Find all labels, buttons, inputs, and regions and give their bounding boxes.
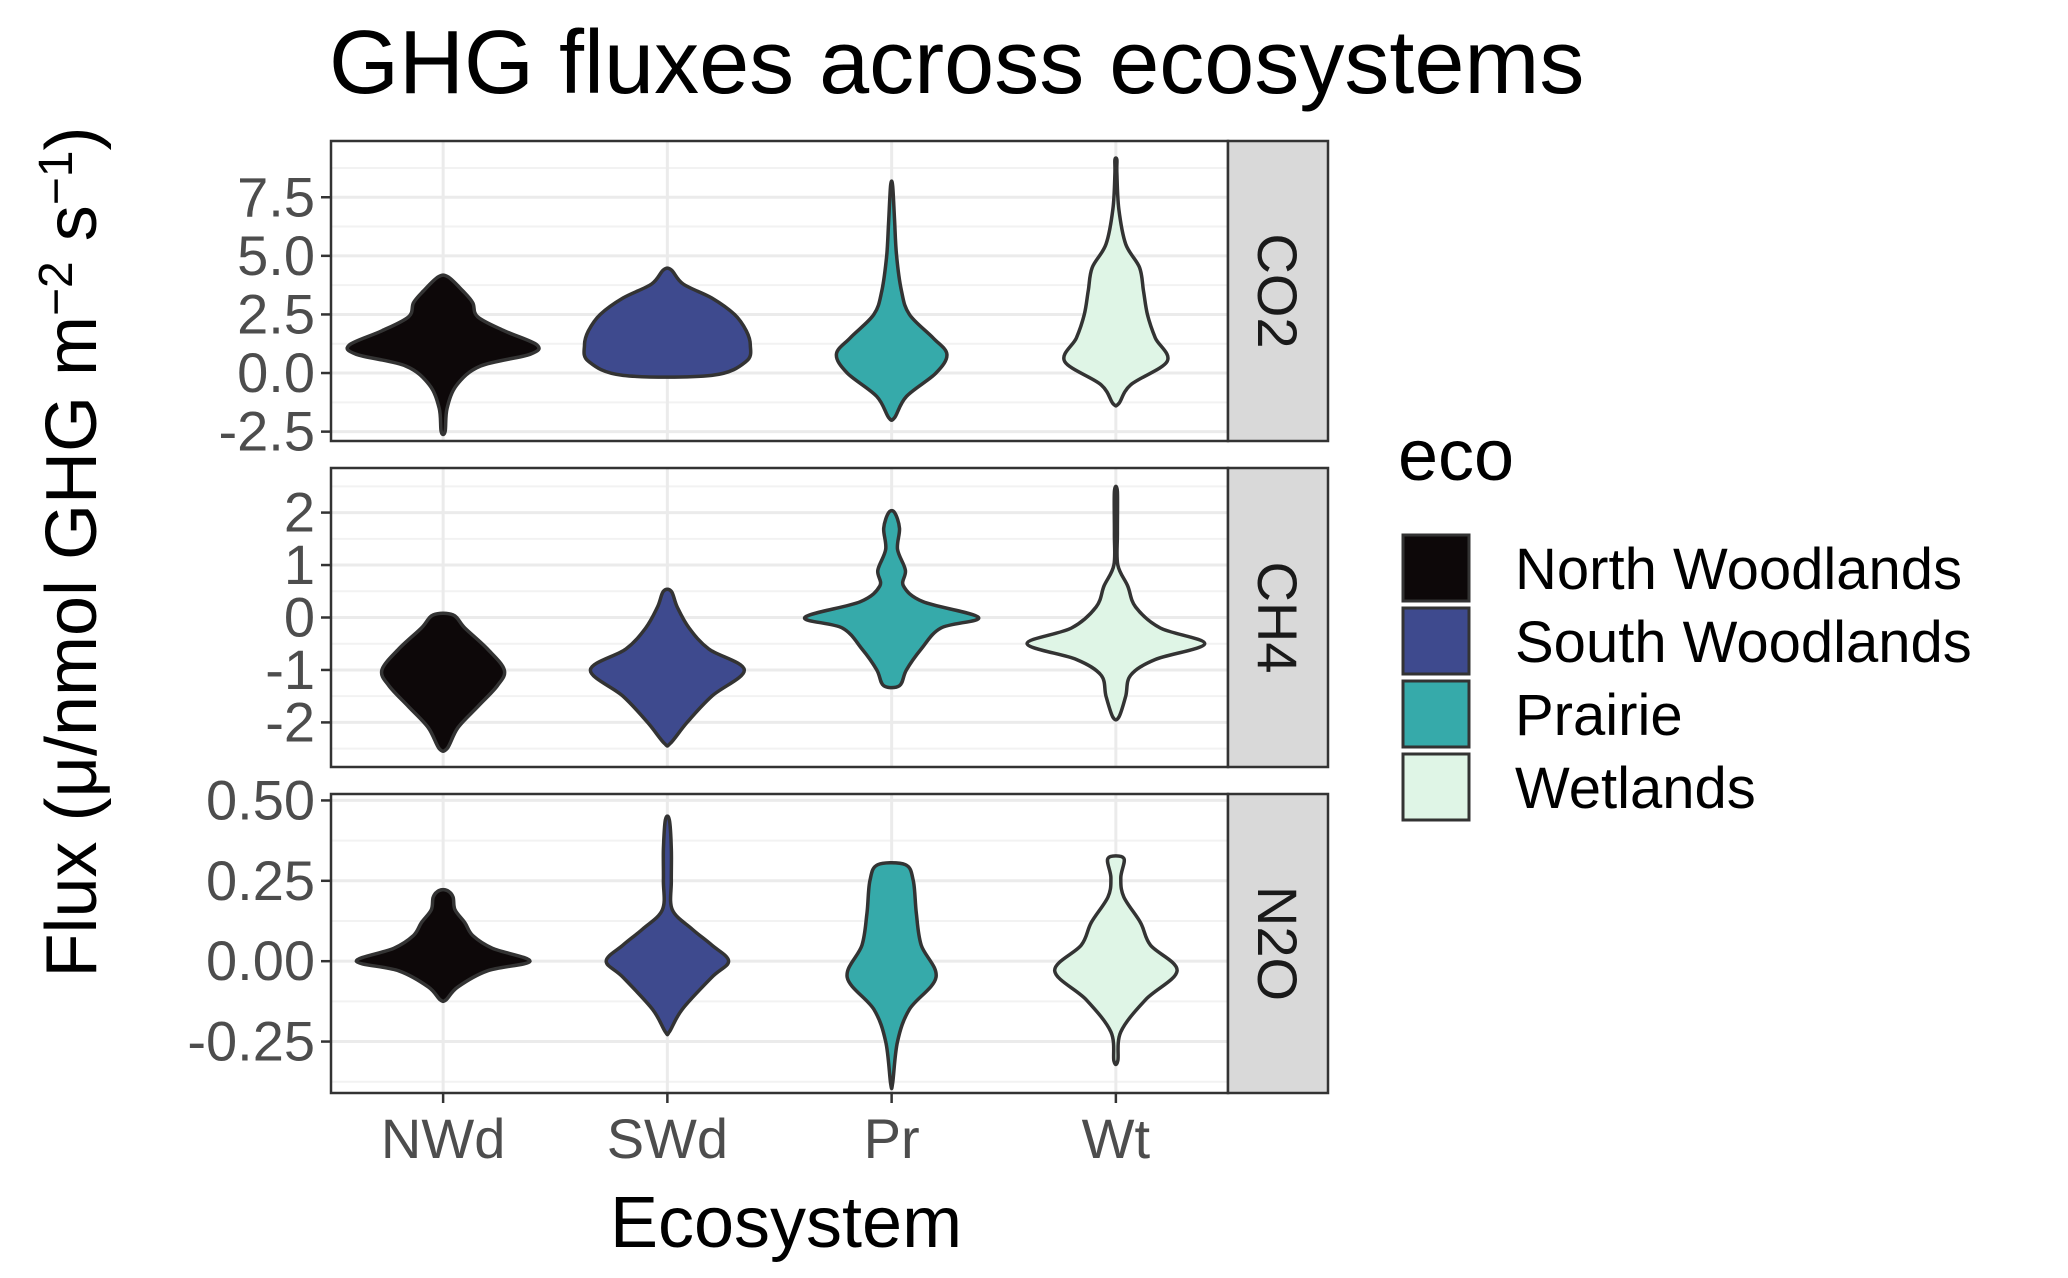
y-tick-label: 0.0 <box>237 341 315 404</box>
legend: eco North Woodlands South Woodlands Prairi… <box>1398 416 1972 822</box>
legend-label: South Woodlands <box>1515 610 1972 675</box>
strip-n2o <box>1226 792 1330 1095</box>
y-tick-label: 0.00 <box>206 929 315 992</box>
strip-co2 <box>1226 139 1330 443</box>
x-tick-label: NWd <box>381 1107 505 1170</box>
x-tick-label: Pr <box>864 1107 920 1170</box>
y-axis-title-middle: s <box>32 205 112 261</box>
violin-n2o-wt <box>1052 854 1179 1067</box>
y-tick-label: -1 <box>265 638 315 701</box>
y-tick-label: -2.5 <box>219 400 316 463</box>
y-tick-label: 0 <box>284 586 315 649</box>
strip-label: CH4 <box>1246 561 1309 673</box>
x-axis: NWd SWd Pr Wt <box>381 1093 1151 1170</box>
y-axis-title-exp2: −1 <box>30 150 83 205</box>
strip-label: CO2 <box>1246 233 1309 348</box>
legend-key-south-woodlands <box>1401 606 1471 676</box>
chart-title: GHG fluxes across ecosystems <box>329 13 1584 113</box>
violin-ch4-swd <box>588 587 747 748</box>
panel-n2o: -0.25 0.00 0.25 0.50 N2O <box>187 768 1330 1095</box>
legend-key-prairie <box>1401 679 1471 749</box>
y-tick-label: 5.0 <box>237 224 315 287</box>
y-tick-label: 2.5 <box>237 282 315 345</box>
y-axis-title-exp1: −2 <box>30 261 83 316</box>
legend-label: Wetlands <box>1515 756 1756 821</box>
strip-label: N2O <box>1246 886 1309 1001</box>
y-tick-label: -0.25 <box>187 1010 315 1073</box>
violin-ch4-pr <box>803 508 981 690</box>
legend-label: North Woodlands <box>1515 537 1962 602</box>
y-axis-title-prefix: Flux (μ/nmol GHG m <box>32 316 112 978</box>
violin-co2-pr <box>834 179 949 422</box>
y-tick-label: 7.5 <box>237 165 315 228</box>
y-tick-label: 1 <box>284 533 315 596</box>
panel-co2: -2.50.02.55.07.5 CO2 <box>219 139 1330 463</box>
x-tick-label: Wt <box>1082 1107 1151 1170</box>
legend-key-wetlands <box>1401 752 1471 822</box>
legend-key-north-woodlands <box>1401 533 1471 603</box>
x-tick-label: SWd <box>607 1107 728 1170</box>
y-tick-label: -2 <box>265 690 315 753</box>
y-axis-title: Flux (μ/nmol GHG m−2 s−1) <box>30 126 112 977</box>
y-tick-label: 2 <box>284 481 315 544</box>
y-tick-label: 0.50 <box>206 768 315 831</box>
violin-n2o-swd <box>604 814 731 1037</box>
violin-n2o-pr <box>845 861 938 1091</box>
y-tick-label: 0.25 <box>206 849 315 912</box>
y-axis-title-suffix: ) <box>32 126 112 150</box>
panel-background <box>331 141 1228 441</box>
x-axis-title: Ecosystem <box>610 1183 962 1263</box>
violin-n2o-nwd <box>354 887 532 1004</box>
violin-co2-swd <box>582 266 753 379</box>
legend-label: Prairie <box>1515 683 1683 748</box>
violin-ch4-nwd <box>379 611 507 753</box>
strip-ch4 <box>1226 466 1330 769</box>
violin-co2-nwd <box>345 273 541 437</box>
violin-ch4-wt <box>1025 484 1207 722</box>
violin-co2-wt <box>1062 156 1170 408</box>
legend-title: eco <box>1398 416 1514 496</box>
